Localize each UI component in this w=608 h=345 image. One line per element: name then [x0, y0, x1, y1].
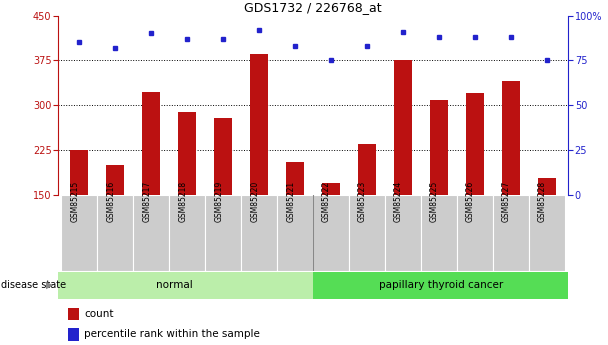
- Bar: [394, 60, 412, 195]
- Text: normal: normal: [156, 280, 193, 290]
- Text: GSM85222: GSM85222: [322, 180, 331, 221]
- Text: GSM85219: GSM85219: [214, 180, 223, 221]
- Bar: [68, 328, 79, 341]
- Text: GSM85227: GSM85227: [502, 180, 511, 221]
- Bar: [430, 100, 448, 195]
- Bar: [277, 195, 313, 271]
- Bar: [493, 195, 529, 271]
- Bar: [58, 272, 313, 299]
- Text: GSM85223: GSM85223: [358, 180, 367, 221]
- Text: ▶: ▶: [46, 280, 54, 290]
- Bar: [457, 195, 493, 271]
- Text: disease state: disease state: [1, 280, 66, 290]
- Bar: [349, 195, 385, 271]
- Text: GSM85224: GSM85224: [394, 180, 403, 221]
- Bar: [529, 195, 565, 271]
- Bar: [142, 92, 161, 195]
- Bar: [538, 178, 556, 195]
- Title: GDS1732 / 226768_at: GDS1732 / 226768_at: [244, 1, 382, 14]
- Text: GSM85218: GSM85218: [178, 180, 187, 221]
- Bar: [133, 195, 169, 271]
- Bar: [178, 112, 196, 195]
- Text: GSM85228: GSM85228: [538, 180, 547, 221]
- Bar: [68, 308, 79, 320]
- Text: GSM85220: GSM85220: [250, 180, 259, 221]
- Text: GSM85226: GSM85226: [466, 180, 475, 221]
- Bar: [322, 183, 340, 195]
- Text: percentile rank within the sample: percentile rank within the sample: [85, 329, 260, 339]
- Text: GSM85217: GSM85217: [142, 180, 151, 221]
- Text: papillary thyroid cancer: papillary thyroid cancer: [379, 280, 503, 290]
- Bar: [358, 144, 376, 195]
- Bar: [106, 165, 124, 195]
- Bar: [206, 195, 241, 271]
- Bar: [421, 195, 457, 271]
- Text: GSM85225: GSM85225: [430, 180, 439, 221]
- Bar: [286, 162, 304, 195]
- Bar: [97, 195, 133, 271]
- Bar: [313, 195, 349, 271]
- Bar: [241, 195, 277, 271]
- Bar: [502, 81, 520, 195]
- Bar: [313, 272, 568, 299]
- Text: GSM85216: GSM85216: [106, 180, 116, 221]
- Bar: [169, 195, 206, 271]
- Text: GSM85215: GSM85215: [71, 180, 79, 221]
- Bar: [214, 118, 232, 195]
- Text: count: count: [85, 309, 114, 319]
- Bar: [466, 93, 484, 195]
- Text: GSM85221: GSM85221: [286, 180, 295, 221]
- Bar: [71, 150, 88, 195]
- Bar: [250, 55, 268, 195]
- Bar: [385, 195, 421, 271]
- Bar: [61, 195, 97, 271]
